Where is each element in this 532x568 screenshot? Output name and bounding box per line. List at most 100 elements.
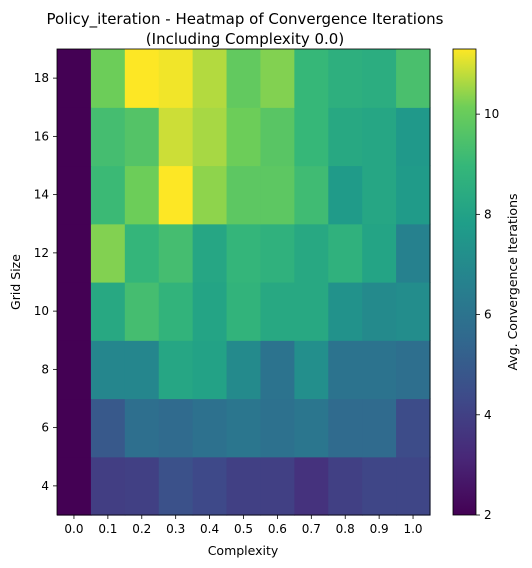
y-tick-label: 18	[34, 71, 49, 85]
colorbar-tick-label: 4	[484, 408, 492, 422]
heatmap-cell	[90, 456, 126, 516]
heatmap-cell	[192, 49, 228, 108]
heatmap-cell	[328, 456, 363, 516]
heatmap-cell	[158, 340, 194, 400]
heatmap-cell	[57, 340, 92, 400]
y-tick-label: 16	[34, 129, 49, 143]
heatmap-cell	[260, 456, 295, 516]
chart-title: Policy_iteration - Heatmap of Convergenc…	[47, 10, 444, 29]
heatmap-cell	[362, 165, 397, 225]
x-tick-label: 0.5	[234, 522, 253, 536]
colorbar	[452, 48, 477, 516]
heatmap-cell	[328, 165, 363, 225]
heatmap-cell	[396, 398, 431, 458]
heatmap-cell	[260, 49, 295, 108]
heatmap-cell	[90, 282, 126, 341]
heatmap-cell	[396, 107, 431, 167]
heatmap-cell	[57, 107, 92, 167]
heatmap-cell	[260, 165, 295, 225]
heatmap-cell	[57, 398, 92, 458]
heatmap-cell	[294, 49, 329, 108]
heatmap-cell	[158, 456, 194, 516]
heatmap-cell	[362, 398, 397, 458]
heatmap-cell	[328, 107, 363, 167]
chart-subtitle: (Including Complexity 0.0)	[146, 30, 344, 48]
heatmap-cell	[294, 340, 329, 400]
heatmap-cell	[192, 165, 228, 225]
colorbar-tick-label: 10	[484, 107, 499, 121]
heatmap-cell	[396, 456, 431, 516]
heatmap-cell	[396, 282, 431, 341]
heatmap-cell	[260, 340, 295, 400]
x-axis-ticks: 0.0 0.1 0.2 0.3 0.4 0.5 0.6 0.7 0.8 0.9 1.0	[64, 515, 423, 536]
y-tick-label: 6	[41, 421, 49, 435]
heatmap-cell	[158, 223, 194, 283]
heatmap-cell	[226, 107, 262, 167]
heatmap-cell	[362, 340, 397, 400]
y-axis-label: Grid Size	[8, 254, 23, 310]
heatmap-cell	[158, 282, 194, 341]
heatmap-cell	[124, 165, 160, 225]
x-tick-label: 0.4	[200, 522, 219, 536]
heatmap-cell	[57, 223, 92, 283]
heatmap-cell	[328, 282, 363, 341]
heatmap-cell	[294, 165, 329, 225]
heatmap-cell	[396, 49, 431, 108]
heatmap-cell	[396, 223, 431, 283]
y-tick-label: 4	[41, 479, 49, 493]
heatmap-cell	[57, 165, 92, 225]
y-tick-label: 8	[41, 362, 49, 376]
heatmap-cell	[260, 282, 295, 341]
heatmap-cells	[57, 49, 431, 516]
heatmap-cell	[294, 223, 329, 283]
heatmap-cell	[90, 340, 126, 400]
y-axis-ticks: 4 6 8 10 12 14 16 18	[34, 71, 57, 493]
heatmap-cell	[328, 398, 363, 458]
x-tick-label: 0.1	[98, 522, 117, 536]
heatmap-cell	[57, 282, 92, 341]
heatmap-cell	[294, 107, 329, 167]
x-axis-label: Complexity	[208, 543, 279, 558]
x-tick-label: 0.0	[64, 522, 83, 536]
heatmap-cell	[124, 398, 160, 458]
heatmap-cell	[57, 456, 92, 516]
heatmap-cell	[158, 49, 194, 108]
colorbar-tick-label: 2	[484, 508, 492, 522]
x-tick-label: 0.3	[166, 522, 185, 536]
heatmap-cell	[396, 165, 431, 225]
heatmap-cell	[226, 165, 262, 225]
heatmap-cell	[90, 223, 126, 283]
heatmap-cell	[260, 398, 295, 458]
heatmap-cell	[362, 107, 397, 167]
heatmap-cell	[124, 223, 160, 283]
heatmap-cell	[158, 165, 194, 225]
heatmap-cell	[90, 165, 126, 225]
heatmap-cell	[124, 456, 160, 516]
heatmap-cell	[362, 223, 397, 283]
heatmap-cell	[328, 49, 363, 108]
x-tick-label: 0.7	[302, 522, 321, 536]
y-tick-label: 14	[34, 188, 49, 202]
y-tick-label: 10	[34, 304, 49, 318]
x-tick-label: 0.6	[268, 522, 287, 536]
colorbar-label: Avg. Convergence Iterations	[505, 193, 520, 370]
x-tick-label: 0.8	[336, 522, 355, 536]
heatmap-cell	[226, 398, 262, 458]
heatmap-cell	[90, 398, 126, 458]
heatmap-cell	[90, 107, 126, 167]
heatmap-cell	[328, 223, 363, 283]
x-tick-label: 0.2	[132, 522, 151, 536]
heatmap-cell	[192, 223, 228, 283]
heatmap-cell	[158, 398, 194, 458]
x-tick-label: 0.9	[370, 522, 389, 536]
heatmap-cell	[226, 49, 262, 108]
heatmap-cell	[328, 340, 363, 400]
heatmap-cell	[362, 456, 397, 516]
colorbar-tick-label: 6	[484, 308, 492, 322]
heatmap-cell	[192, 340, 228, 400]
heatmap-cell	[158, 107, 194, 167]
colorbar-tick-label: 8	[484, 207, 492, 221]
heatmap-cell	[90, 49, 126, 108]
heatmap-cell	[226, 282, 262, 341]
